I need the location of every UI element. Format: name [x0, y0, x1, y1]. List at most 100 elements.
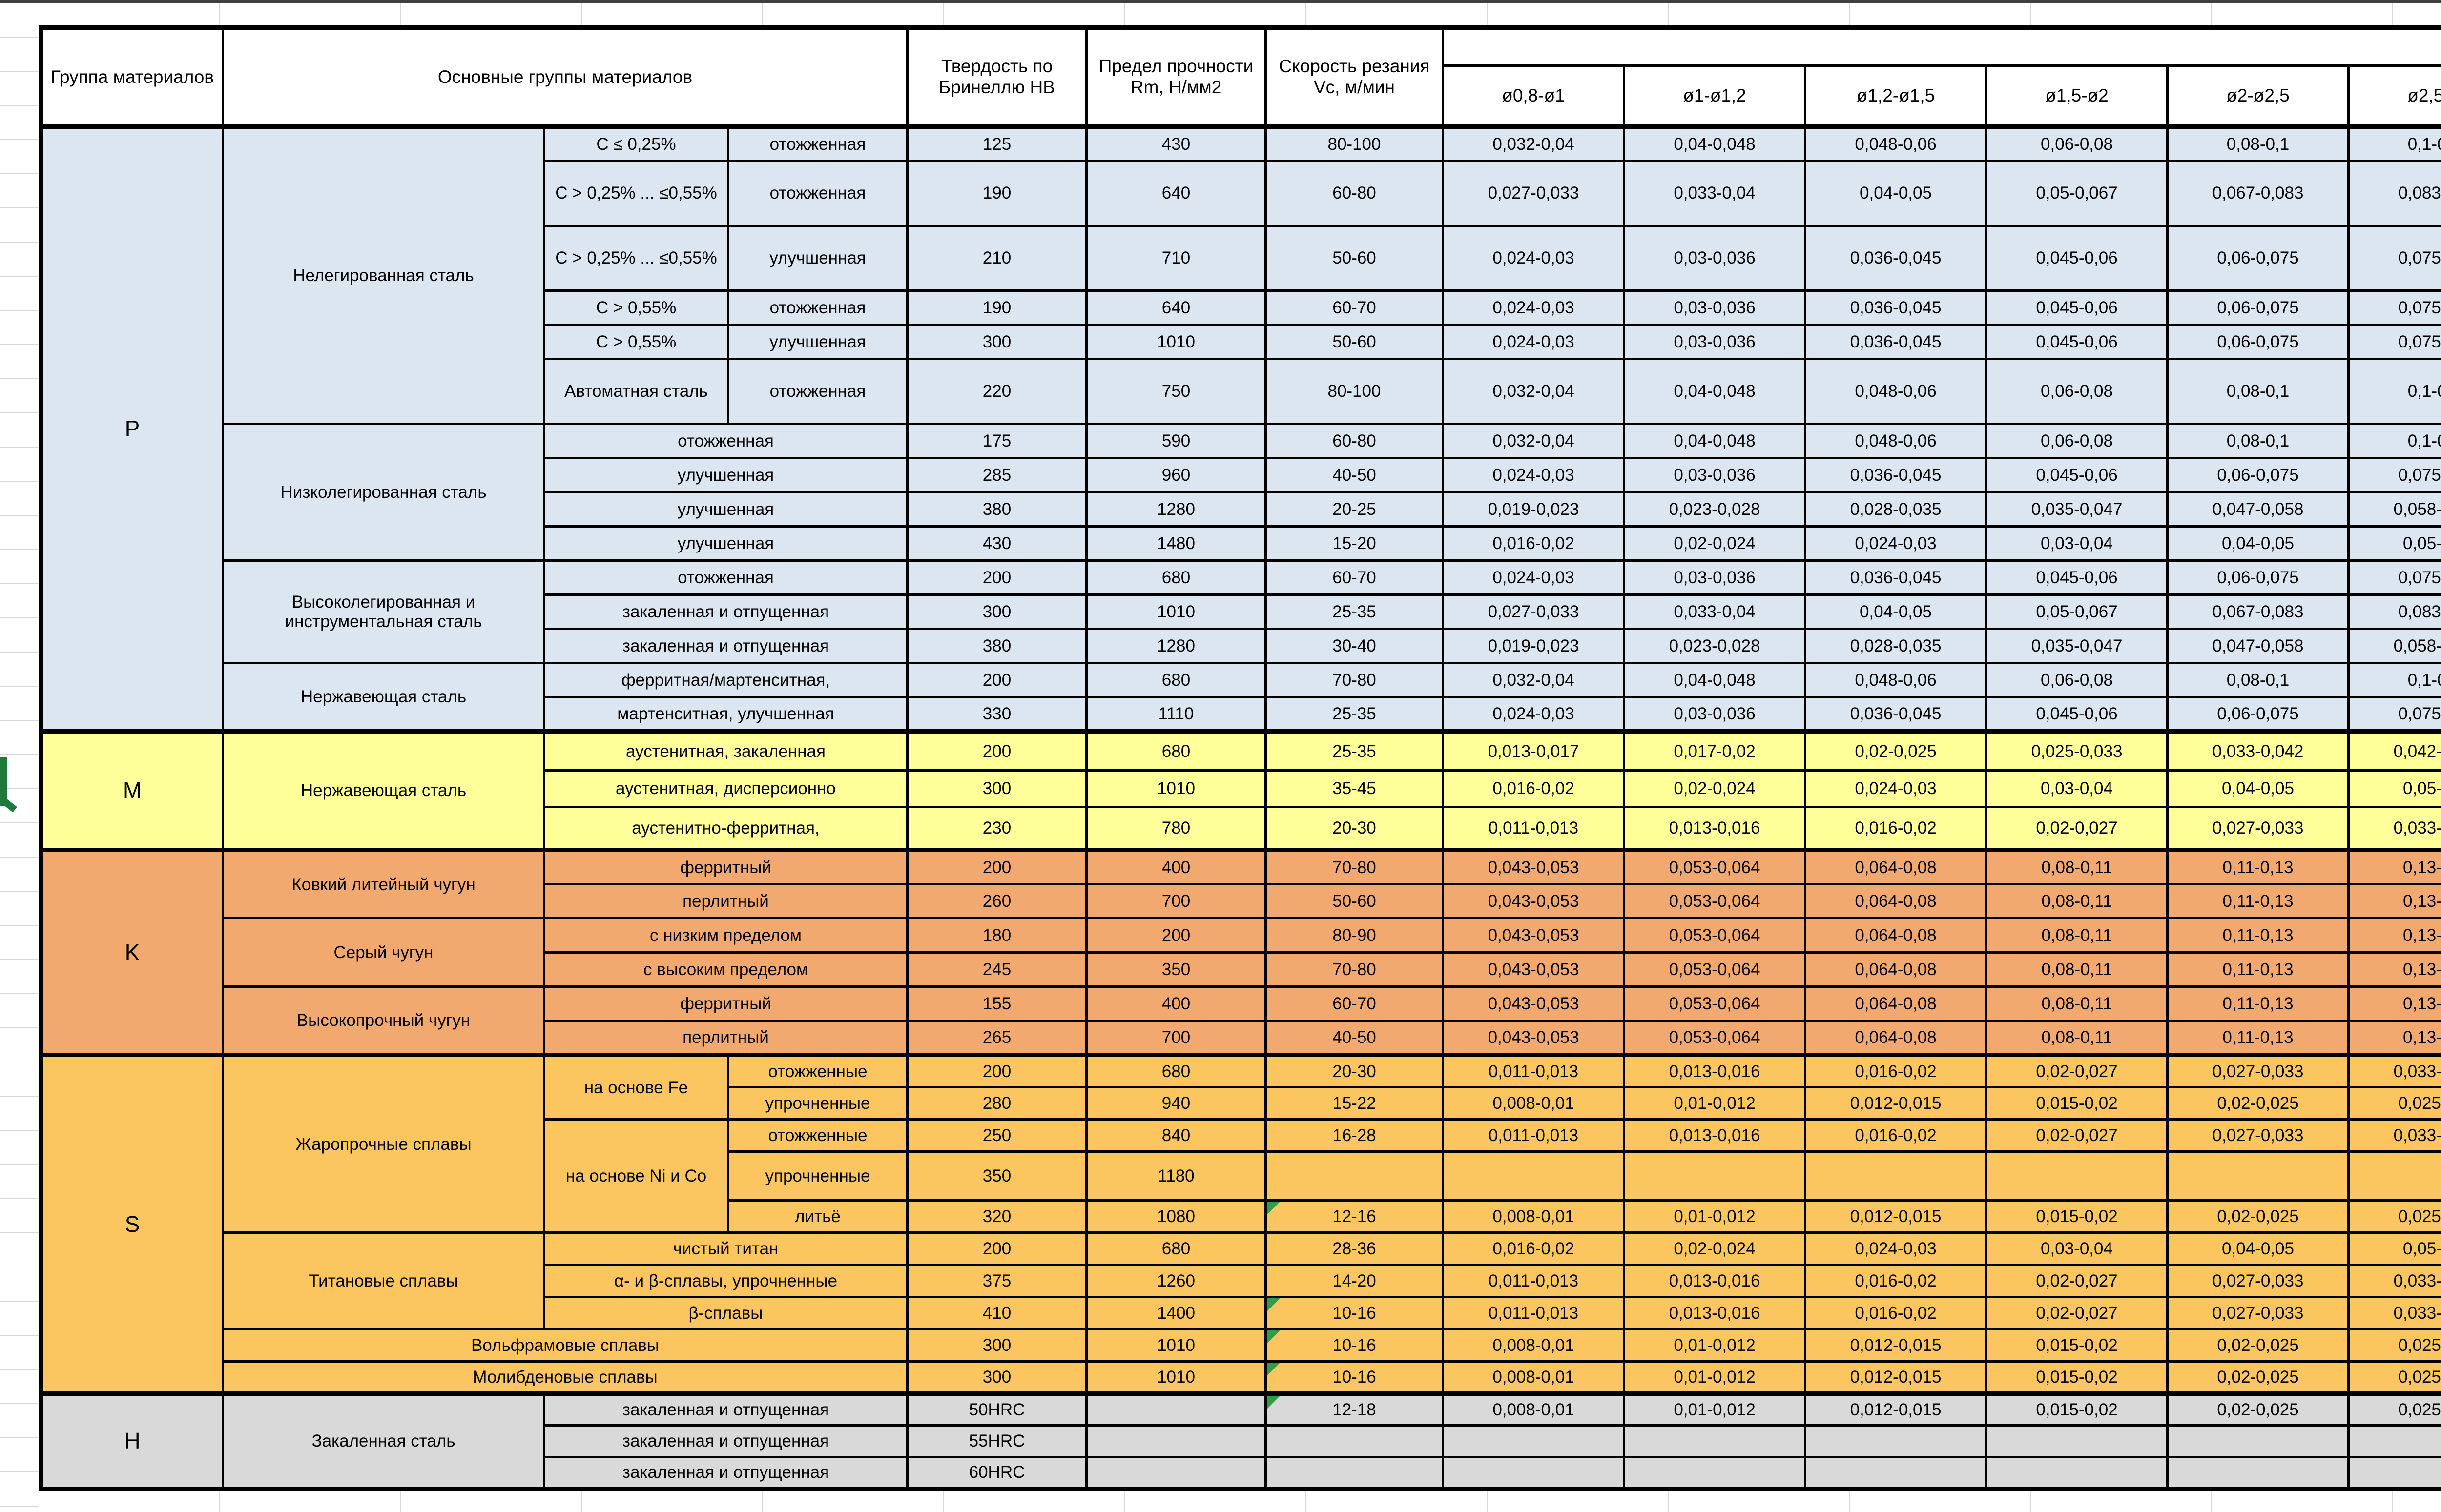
feed-cell[interactable]: 0,011-0,013	[1442, 1296, 1625, 1330]
feed-cell[interactable]: 0,036-0,045	[1804, 696, 1987, 733]
feed-cell[interactable]: 0,02-0,025	[2166, 1086, 2350, 1121]
subgroup-cell[interactable]: улучшенная	[543, 525, 909, 562]
speed-cell[interactable]: 40-50	[1264, 457, 1444, 493]
feed-cell[interactable]: 0,033-0,053	[2347, 1118, 2441, 1153]
subgroup-cell[interactable]: улучшенная	[543, 457, 909, 493]
feed-cell[interactable]: 0,11-0,13	[2166, 985, 2350, 1022]
state-cell[interactable]: упрочненные	[727, 1086, 909, 1121]
feed-cell[interactable]: 0,04-0,05	[2166, 1231, 2350, 1266]
speed-cell[interactable]: 50-60	[1264, 225, 1444, 292]
material-cell[interactable]: Закаленная сталь	[222, 1391, 545, 1490]
feed-cell[interactable]	[1985, 1150, 2169, 1202]
feed-cell[interactable]: 0,03-0,036	[1623, 559, 1806, 596]
feed-cell[interactable]: 0,053-0,064	[1623, 1020, 1806, 1056]
feed-cell[interactable]: 0,023-0,028	[1623, 628, 1806, 664]
feed-cell[interactable]: 0,013-0,017	[1442, 729, 1625, 772]
feed-cell[interactable]: 0,024-0,03	[1804, 1231, 1987, 1266]
feed-cell[interactable]: 0,013-0,016	[1623, 1264, 1806, 1298]
speed-cell[interactable]: 12-16	[1264, 1199, 1444, 1234]
subgroup-cell[interactable]: чистый титан	[543, 1231, 909, 1266]
feed-cell[interactable]: 0,048-0,06	[1804, 423, 1987, 459]
subgroup-cell[interactable]: C > 0,25% ... ≤0,55%	[543, 225, 729, 292]
subgroup-cell[interactable]: закаленная и отпущенная	[543, 1391, 909, 1427]
feed-cell[interactable]: 0,032-0,04	[1442, 358, 1625, 425]
feed-cell[interactable]: 0,06-0,075	[2166, 696, 2350, 733]
strength-cell[interactable]: 1180	[1085, 1150, 1267, 1202]
feed-cell[interactable]: 0,11-0,13	[2166, 951, 2350, 988]
feed-cell[interactable]: 0,045-0,06	[1985, 457, 2169, 493]
strength-cell[interactable]: 840	[1085, 1118, 1267, 1153]
feed-cell[interactable]: 0,11-0,13	[2166, 883, 2350, 919]
feed-cell[interactable]: 0,04-0,05	[1804, 593, 1987, 630]
feed-cell[interactable]	[1804, 1424, 1987, 1458]
feed-cell[interactable]: 0,016-0,02	[1804, 1296, 1987, 1330]
feed-cell[interactable]	[1985, 1424, 2169, 1458]
feed-cell[interactable]: 0,01-0,012	[1623, 1360, 1806, 1395]
speed-cell[interactable]: 20-30	[1264, 806, 1444, 851]
subgroup-cell[interactable]: с высоким пределом	[543, 951, 909, 988]
speed-cell[interactable]: 15-20	[1264, 525, 1444, 562]
feed-cell[interactable]: 0,043-0,053	[1442, 951, 1625, 988]
feed-cell[interactable]: 0,1-0,16	[2347, 662, 2441, 698]
feed-cell[interactable]: 0,024-0,03	[1442, 324, 1625, 360]
feed-cell[interactable]: 0,033-0,04	[1623, 160, 1806, 227]
feed-cell[interactable]: 0,043-0,053	[1442, 848, 1625, 885]
feed-cell[interactable]: 0,03-0,04	[1985, 769, 2169, 808]
feed-cell[interactable]: 0,01-0,012	[1623, 1391, 1806, 1427]
feed-cell[interactable]: 0,032-0,04	[1442, 662, 1625, 698]
speed-cell[interactable]: 30-40	[1264, 628, 1444, 664]
feed-cell[interactable]: 0,08-0,11	[1985, 985, 2169, 1022]
column-header-diameter[interactable]: ø2-ø2,5	[2166, 64, 2350, 129]
feed-cell[interactable]: 0,024-0,03	[1442, 559, 1625, 596]
feed-cell[interactable]: 0,008-0,01	[1442, 1086, 1625, 1121]
hardness-cell[interactable]: 190	[906, 289, 1088, 326]
speed-cell[interactable]: 14-20	[1264, 1264, 1444, 1298]
feed-cell[interactable]: 0,064-0,08	[1804, 848, 1987, 885]
feed-cell[interactable]: 0,016-0,02	[1442, 525, 1625, 562]
column-header-strength[interactable]: Предел прочности Rm, Н/мм2	[1085, 26, 1267, 128]
feed-cell[interactable]: 0,067-0,083	[2166, 160, 2350, 227]
hardness-cell[interactable]: 60HRC	[906, 1456, 1088, 1490]
feed-cell[interactable]: 0,075-0,12	[2347, 324, 2441, 360]
speed-cell[interactable]: 80-100	[1264, 124, 1444, 162]
speed-cell[interactable]: 40-50	[1264, 1020, 1444, 1056]
strength-cell[interactable]	[1085, 1424, 1267, 1458]
feed-cell[interactable]: 0,06-0,08	[1985, 423, 2169, 459]
group-cell[interactable]: M	[40, 729, 224, 851]
feed-cell[interactable]: 0,012-0,015	[1804, 1199, 1987, 1234]
feed-cell[interactable]	[2347, 1424, 2441, 1458]
feed-cell[interactable]: 0,043-0,053	[1442, 917, 1625, 954]
feed-cell[interactable]: 0,053-0,064	[1623, 848, 1806, 885]
hardness-cell[interactable]: 300	[906, 769, 1088, 808]
feed-cell[interactable]: 0,058-0,093	[2347, 628, 2441, 664]
speed-cell[interactable]: 12-18	[1264, 1391, 1444, 1427]
state-cell[interactable]: улучшенная	[727, 225, 909, 292]
feed-cell[interactable]: 0,023-0,028	[1623, 491, 1806, 528]
feed-cell[interactable]: 0,027-0,033	[1442, 593, 1625, 630]
feed-cell[interactable]: 0,08-0,11	[1985, 917, 2169, 954]
material-cell[interactable]: Нержавеющая сталь	[222, 662, 545, 733]
feed-cell[interactable]: 0,03-0,036	[1623, 225, 1806, 292]
speed-cell[interactable]: 70-80	[1264, 662, 1444, 698]
feed-cell[interactable]: 0,016-0,02	[1804, 1118, 1987, 1153]
strength-cell[interactable]: 680	[1085, 1053, 1267, 1088]
feed-cell[interactable]: 0,06-0,08	[1985, 662, 2169, 698]
feed-cell[interactable]: 0,012-0,015	[1804, 1391, 1987, 1427]
feed-cell[interactable]: 0,027-0,033	[2166, 1053, 2350, 1088]
strength-cell[interactable]	[1085, 1391, 1267, 1427]
column-header-diameter[interactable]: ø0,8-ø1	[1442, 64, 1625, 129]
feed-cell[interactable]: 0,013-0,016	[1623, 1118, 1806, 1153]
subgroup-cell[interactable]: перлитный	[543, 883, 909, 919]
hardness-cell[interactable]: 200	[906, 559, 1088, 596]
feed-cell[interactable]: 0,05-0,08	[2347, 1231, 2441, 1266]
state-cell[interactable]: отожженные	[727, 1053, 909, 1088]
speed-cell[interactable]: 60-70	[1264, 289, 1444, 326]
feed-cell[interactable]: 0,03-0,036	[1623, 289, 1806, 326]
material-cell[interactable]: Вольфрамовые сплавы	[222, 1328, 909, 1363]
speed-cell[interactable]	[1264, 1424, 1444, 1458]
feed-cell[interactable]: 0,04-0,048	[1623, 662, 1806, 698]
hardness-cell[interactable]: 300	[906, 1360, 1088, 1395]
feed-cell[interactable]: 0,13-0,21	[2347, 848, 2441, 885]
feed-cell[interactable]	[2347, 1456, 2441, 1490]
feed-cell[interactable]: 0,02-0,024	[1623, 525, 1806, 562]
